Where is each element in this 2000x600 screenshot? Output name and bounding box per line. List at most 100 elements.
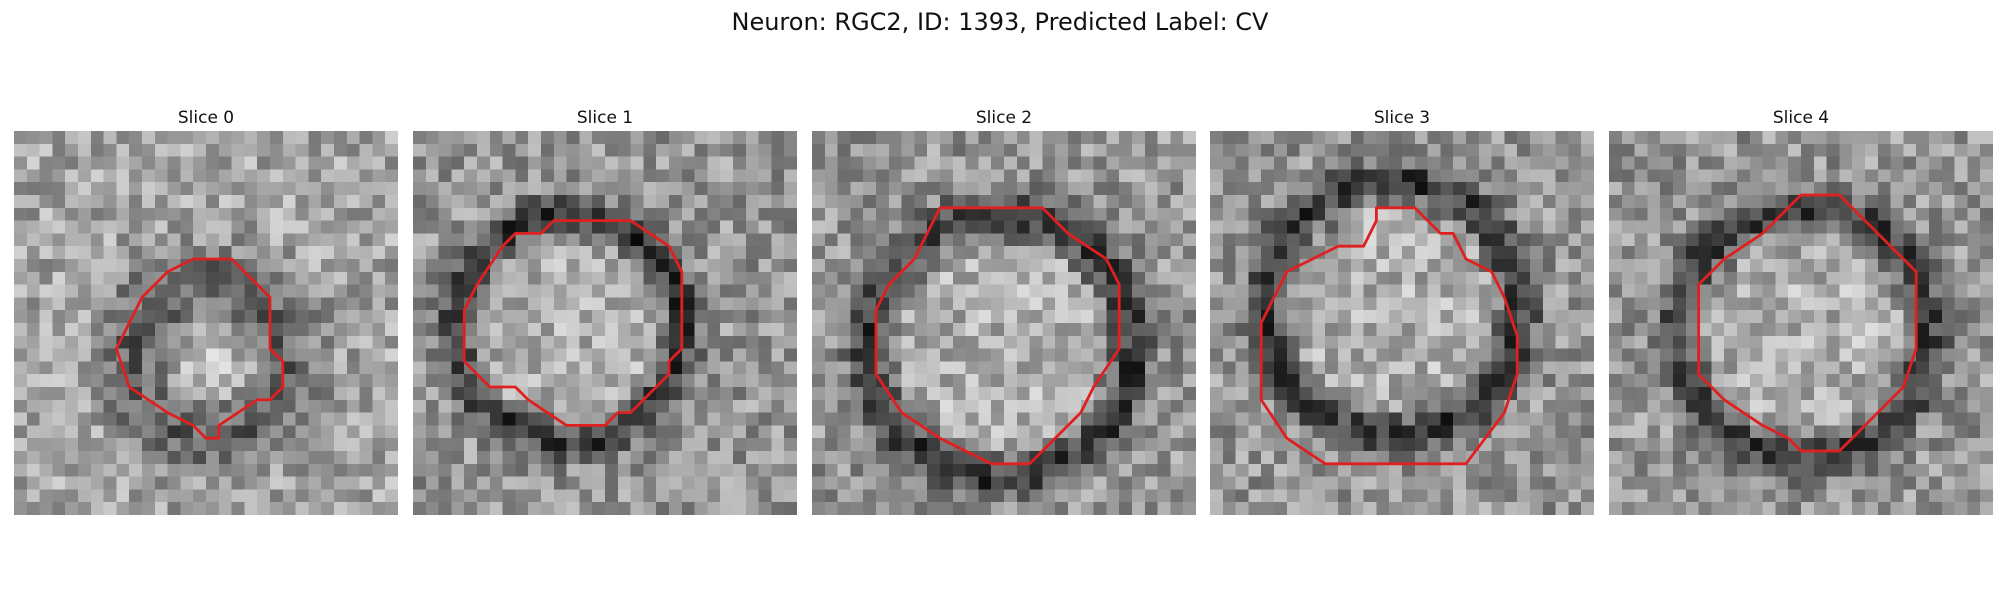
image-pixel (579, 349, 592, 362)
image-pixel (1248, 438, 1261, 451)
image-pixel (65, 400, 78, 413)
image-pixel (360, 195, 373, 208)
image-pixel (1338, 477, 1351, 490)
image-pixel (129, 285, 142, 298)
image-pixel (656, 387, 669, 400)
image-pixel (1094, 336, 1107, 349)
image-pixel (720, 259, 733, 272)
image-pixel (1415, 195, 1428, 208)
image-pixel (1980, 246, 1993, 259)
image-pixel (1055, 285, 1068, 298)
image-pixel (1980, 336, 1993, 349)
image-pixel (1737, 131, 1750, 144)
image-pixel (193, 310, 206, 323)
image-pixel (180, 502, 193, 515)
image-pixel (1364, 477, 1377, 490)
image-pixel (656, 451, 669, 464)
image-pixel (771, 413, 784, 426)
image-pixel (605, 451, 618, 464)
image-pixel (1622, 361, 1635, 374)
image-pixel (1428, 310, 1441, 323)
image-pixel (889, 297, 902, 310)
image-pixel (206, 438, 219, 451)
image-pixel (876, 489, 889, 502)
image-pixel (360, 349, 373, 362)
image-pixel (1030, 400, 1043, 413)
image-pixel (746, 323, 759, 336)
image-pixel (1132, 259, 1145, 272)
image-pixel (1428, 374, 1441, 387)
image-pixel (1801, 361, 1814, 374)
image-pixel (193, 438, 206, 451)
image-pixel (40, 336, 53, 349)
image-pixel (180, 349, 193, 362)
image-pixel (1287, 387, 1300, 400)
image-pixel (1903, 144, 1916, 157)
image-pixel (1852, 310, 1865, 323)
image-pixel (308, 323, 321, 336)
image-pixel (27, 221, 40, 234)
image-pixel (1711, 169, 1724, 182)
image-pixel (1517, 387, 1530, 400)
image-pixel (978, 400, 991, 413)
image-pixel (1210, 297, 1223, 310)
image-pixel (1106, 208, 1119, 221)
image-pixel (1827, 195, 1840, 208)
image-pixel (1763, 272, 1776, 285)
image-pixel (244, 464, 257, 477)
image-pixel (193, 323, 206, 336)
image-pixel (1878, 323, 1891, 336)
image-pixel (838, 451, 851, 464)
image-pixel (927, 361, 940, 374)
image-pixel (477, 169, 490, 182)
image-pixel (733, 489, 746, 502)
image-pixel (784, 131, 797, 144)
image-pixel (257, 246, 270, 259)
image-pixel (733, 361, 746, 374)
image-pixel (1030, 144, 1043, 157)
image-pixel (1402, 438, 1415, 451)
image-pixel (1967, 259, 1980, 272)
image-pixel (1351, 131, 1364, 144)
image-pixel (1479, 310, 1492, 323)
image-pixel (966, 336, 979, 349)
image-pixel (321, 285, 334, 298)
image-pixel (1635, 157, 1648, 170)
image-pixel (385, 297, 398, 310)
image-pixel (1453, 451, 1466, 464)
image-pixel (1004, 400, 1017, 413)
image-pixel (1389, 131, 1402, 144)
image-pixel (1686, 451, 1699, 464)
image-pixel (1903, 221, 1916, 234)
image-pixel (1236, 246, 1249, 259)
image-pixel (1068, 502, 1081, 515)
image-pixel (1891, 285, 1904, 298)
image-pixel (953, 349, 966, 362)
image-pixel (1338, 272, 1351, 285)
image-pixel (966, 131, 979, 144)
image-pixel (1647, 451, 1660, 464)
image-pixel (296, 361, 309, 374)
image-pixel (812, 208, 825, 221)
image-pixel (669, 489, 682, 502)
image-pixel (1673, 336, 1686, 349)
image-pixel (1903, 438, 1916, 451)
image-pixel (321, 400, 334, 413)
image-pixel (1170, 323, 1183, 336)
image-pixel (1106, 336, 1119, 349)
image-pixel (605, 310, 618, 323)
image-pixel (40, 310, 53, 323)
image-pixel (232, 387, 245, 400)
image-pixel (413, 144, 426, 157)
image-pixel (631, 144, 644, 157)
image-pixel (1686, 477, 1699, 490)
image-pixel (1492, 477, 1505, 490)
image-pixel (27, 349, 40, 362)
image-pixel (1980, 464, 1993, 477)
image-pixel (515, 246, 528, 259)
image-pixel (104, 272, 117, 285)
image-pixel (515, 310, 528, 323)
image-pixel (784, 336, 797, 349)
image-pixel (1055, 323, 1068, 336)
image-pixel (953, 157, 966, 170)
